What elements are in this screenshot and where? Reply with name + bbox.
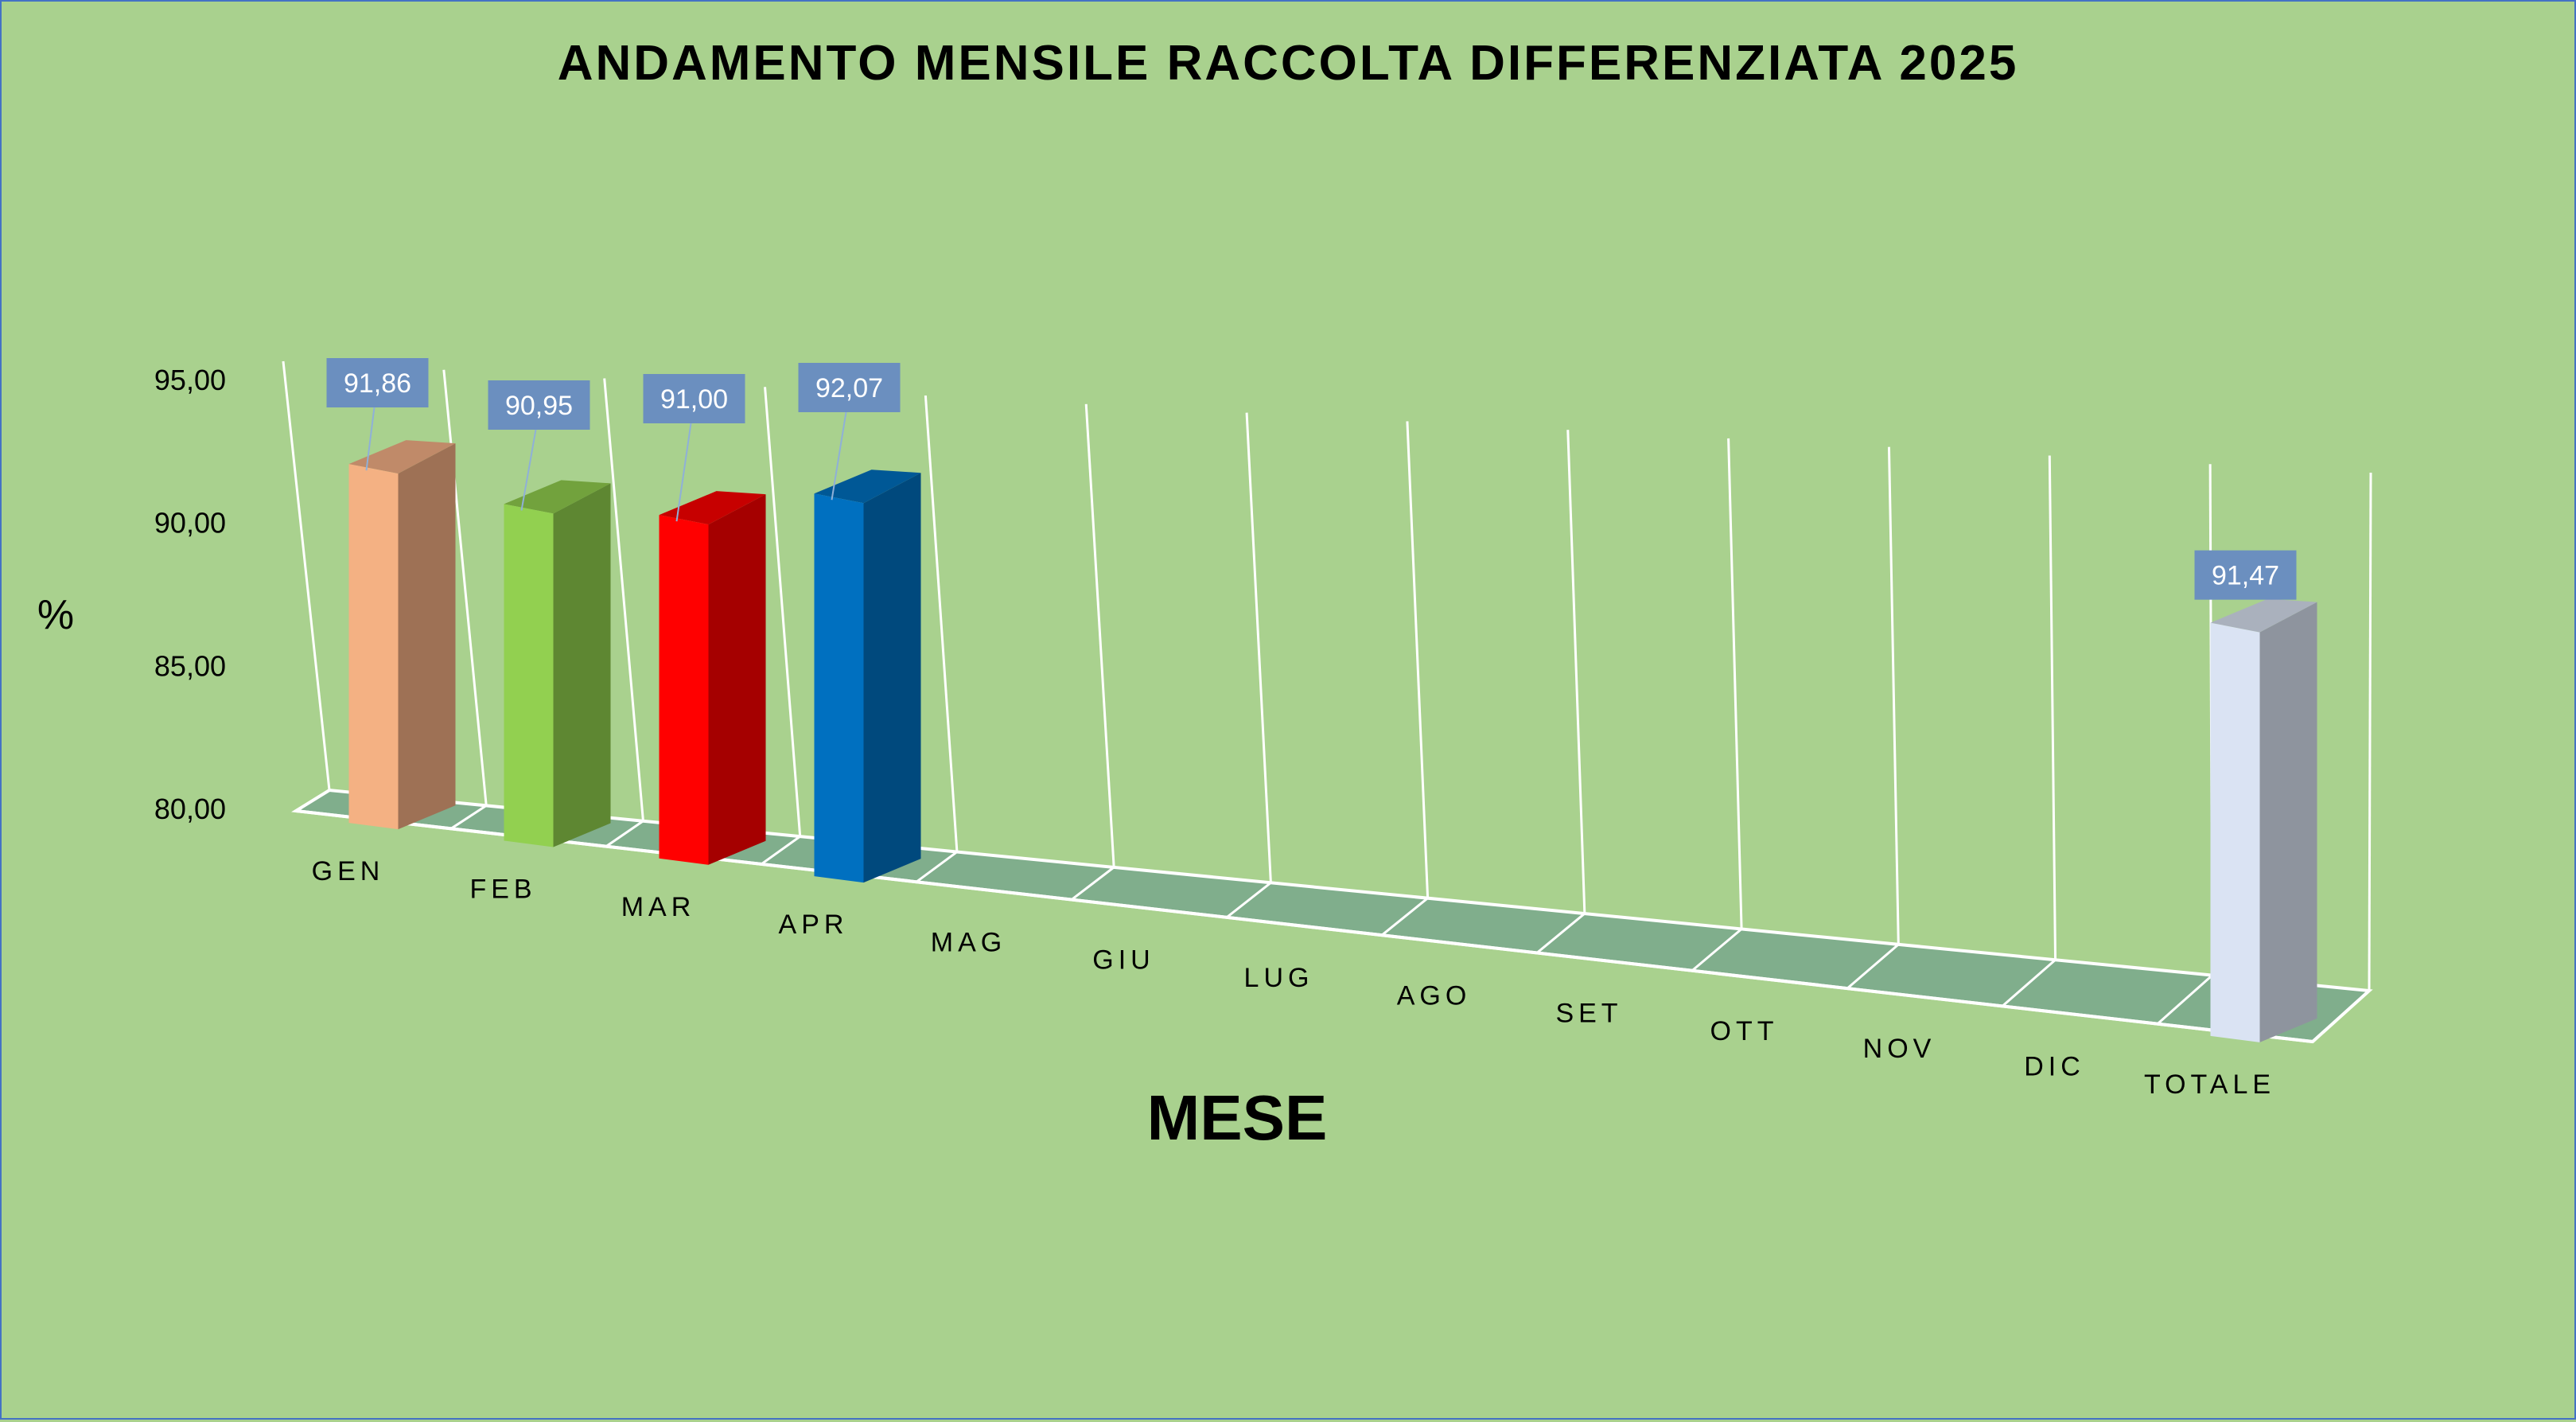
- gridline: [1887, 446, 1900, 945]
- x-tick-label: GEN: [312, 856, 385, 886]
- gridline: [603, 378, 644, 821]
- floor-divider: [916, 851, 958, 883]
- data-label: 92,07: [815, 373, 883, 403]
- gridline: [764, 387, 802, 837]
- bar-gen: [348, 440, 456, 830]
- data-label: 91,47: [2212, 561, 2279, 591]
- x-tick-label: FEB: [469, 874, 536, 904]
- x-tick-label: GIU: [1092, 945, 1154, 976]
- bar-side: [553, 483, 611, 847]
- leader-line: [831, 411, 847, 501]
- x-tick-label: APR: [779, 910, 849, 940]
- floor-divider: [605, 820, 644, 847]
- x-tick-label: LUG: [1244, 963, 1314, 993]
- x-tick-label: OTT: [1710, 1016, 1779, 1046]
- floor-divider: [2311, 989, 2371, 1043]
- data-label: 91,00: [660, 384, 728, 415]
- chart-floor: [291, 788, 2373, 1044]
- leader-line: [365, 407, 376, 471]
- x-tick-label: DIC: [2024, 1052, 2085, 1082]
- data-label-box: [798, 363, 901, 412]
- floor-front-edge: [295, 809, 2313, 1043]
- gridline: [442, 369, 488, 806]
- bar-top: [348, 440, 456, 474]
- bar-top: [814, 469, 921, 504]
- bar-top: [2210, 598, 2317, 633]
- floor-divider: [761, 835, 801, 866]
- floor-divider: [1691, 928, 1743, 972]
- bar-front: [659, 515, 709, 865]
- data-label: 91,86: [344, 368, 411, 399]
- gridline: [282, 360, 331, 791]
- y-tick-label: 80,00: [154, 793, 226, 825]
- x-tick-label: MAR: [621, 892, 696, 922]
- gridline: [2368, 472, 2372, 992]
- bar-feb: [504, 480, 611, 847]
- leader-line: [520, 429, 537, 511]
- gridline: [924, 395, 959, 852]
- y-tick-label: 95,00: [154, 364, 226, 396]
- gridline: [1727, 438, 1743, 929]
- floor-divider: [1381, 897, 1429, 937]
- y-tick-label: 85,00: [154, 649, 226, 682]
- bar-side: [2259, 602, 2317, 1042]
- x-tick-label: NOV: [1863, 1034, 1936, 1064]
- data-label-box: [2194, 550, 2297, 600]
- floor-divider: [450, 805, 488, 830]
- data-label-box: [326, 358, 429, 407]
- bar-side: [708, 494, 766, 865]
- y-axis-label: %: [37, 592, 74, 638]
- floor-divider: [1846, 943, 1900, 990]
- bar-front: [2210, 622, 2260, 1042]
- floor-divider: [1071, 866, 1115, 901]
- bar-top: [504, 480, 611, 514]
- data-label-box: [488, 380, 590, 430]
- gridline: [1566, 430, 1586, 914]
- data-label-box: [643, 374, 745, 423]
- gridline: [2048, 455, 2057, 960]
- leader-line: [675, 423, 692, 522]
- gridline: [1084, 403, 1115, 868]
- floor-divider: [295, 789, 330, 812]
- data-label: 90,95: [505, 391, 573, 421]
- y-tick-label: 90,00: [154, 507, 226, 540]
- floor-divider: [1226, 882, 1272, 919]
- bar-apr: [814, 469, 921, 883]
- bar-top: [659, 491, 766, 525]
- x-tick-label: SET: [1555, 999, 1622, 1029]
- x-tick-label: TOTALE: [2144, 1069, 2275, 1100]
- bar-front: [814, 493, 864, 883]
- gridline: [1245, 412, 1272, 883]
- gridline: [1406, 421, 1430, 898]
- x-tick-label: AGO: [1397, 980, 1472, 1011]
- x-axis-label: MESE: [1147, 1082, 1328, 1153]
- floor-divider: [2157, 974, 2213, 1025]
- bar-totale: [2210, 598, 2317, 1042]
- bar-side: [863, 473, 921, 883]
- chart-title: ANDAMENTO MENSILE RACCOLTA DIFFERENZIATA…: [558, 36, 2019, 91]
- floor-divider: [2002, 959, 2057, 1007]
- floor-divider: [1536, 912, 1586, 954]
- bar-front: [504, 504, 554, 847]
- bar-front: [348, 464, 399, 830]
- bar-side: [398, 443, 456, 830]
- x-tick-label: MAG: [931, 927, 1006, 957]
- bar-mar: [659, 491, 766, 865]
